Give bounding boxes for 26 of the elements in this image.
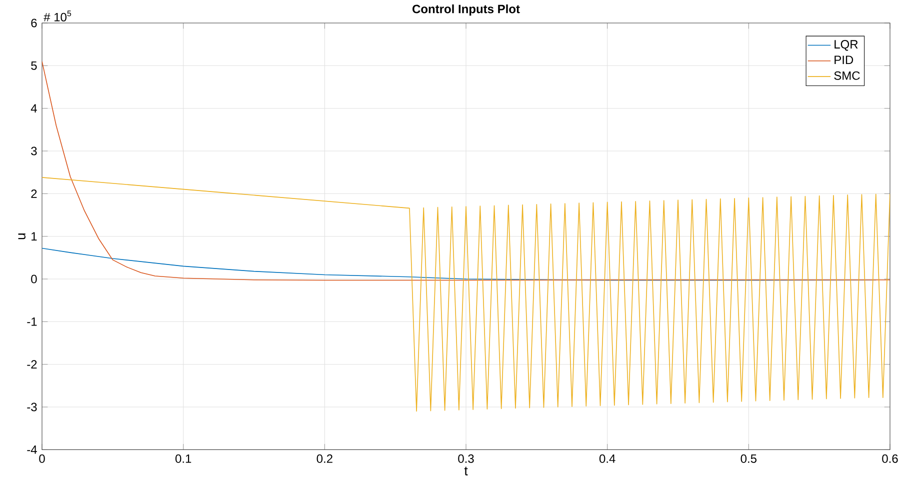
y-tick-label: -3 — [27, 402, 37, 412]
y-tick-label: 0 — [31, 274, 37, 284]
y-tick-label: 1 — [32, 232, 37, 241]
y-tick-label: -4 — [27, 446, 37, 454]
x-tick-label: 0 — [39, 454, 45, 464]
text: # 10$^{5}$ — [44, 10, 72, 22]
x-axis-title: t — [464, 466, 468, 476]
y-tick-label: 3 — [31, 146, 37, 156]
x-tick-label: 0.2 — [316, 454, 332, 464]
legend-label: LQR — [834, 40, 858, 51]
y-tick-label: -2 — [27, 360, 37, 369]
chart-title: Control Inputs Plot — [412, 4, 520, 16]
x-tick-label: 0.5 — [740, 454, 756, 464]
y-tick-label: 2 — [31, 190, 37, 198]
y-tick-label: 5 — [31, 62, 37, 70]
x-tick-label: 0.1 — [175, 454, 192, 464]
x-tick-label: 0.6 — [882, 454, 898, 464]
x-tick-label: 0.4 — [599, 454, 616, 464]
legend-label: PID — [834, 56, 854, 64]
legend-label: SMC — [834, 72, 860, 80]
line-series — [42, 177, 890, 412]
x-tick-label: 0.3 — [458, 454, 474, 464]
y-axis-title: u — [18, 234, 26, 240]
y-tick-label: -1 — [27, 318, 37, 326]
y-tick-label: 6 — [31, 18, 37, 28]
y-tick-label: 4 — [30, 104, 37, 113]
